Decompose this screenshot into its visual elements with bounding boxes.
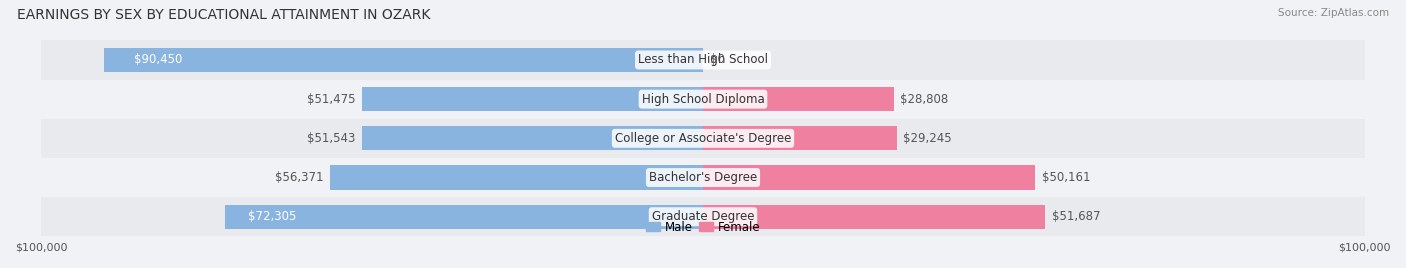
Bar	[41, 119, 1365, 158]
Text: $0: $0	[710, 53, 724, 66]
Bar	[104, 48, 703, 72]
Text: Bachelor's Degree: Bachelor's Degree	[650, 171, 756, 184]
Text: $51,687: $51,687	[1052, 210, 1099, 223]
Text: EARNINGS BY SEX BY EDUCATIONAL ATTAINMENT IN OZARK: EARNINGS BY SEX BY EDUCATIONAL ATTAINMEN…	[17, 8, 430, 22]
Bar	[41, 40, 1365, 80]
Text: $56,371: $56,371	[274, 171, 323, 184]
Bar	[225, 204, 703, 229]
Text: Source: ZipAtlas.com: Source: ZipAtlas.com	[1278, 8, 1389, 18]
Text: Less than High School: Less than High School	[638, 53, 768, 66]
Text: $90,450: $90,450	[135, 53, 183, 66]
Text: $51,475: $51,475	[308, 93, 356, 106]
Text: College or Associate's Degree: College or Associate's Degree	[614, 132, 792, 145]
Text: $72,305: $72,305	[249, 210, 297, 223]
Bar	[703, 87, 894, 111]
Bar	[703, 165, 1035, 190]
Bar	[703, 204, 1045, 229]
Bar	[361, 126, 703, 150]
Text: High School Diploma: High School Diploma	[641, 93, 765, 106]
Bar	[363, 87, 703, 111]
Bar	[41, 80, 1365, 119]
Bar	[41, 158, 1365, 197]
Legend: Male, Female: Male, Female	[641, 216, 765, 239]
Text: $29,245: $29,245	[903, 132, 952, 145]
Bar	[41, 197, 1365, 236]
Text: $50,161: $50,161	[1042, 171, 1090, 184]
Text: $28,808: $28,808	[900, 93, 949, 106]
Text: $51,543: $51,543	[307, 132, 356, 145]
Bar	[703, 126, 897, 150]
Text: Graduate Degree: Graduate Degree	[652, 210, 754, 223]
Bar	[330, 165, 703, 190]
